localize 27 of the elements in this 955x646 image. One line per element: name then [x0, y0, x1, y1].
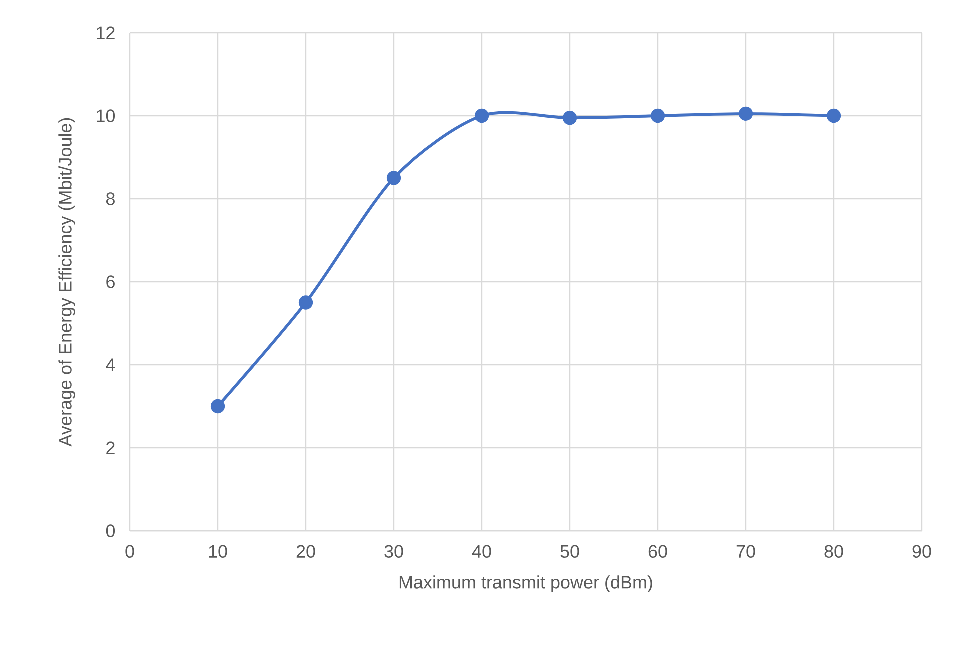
y-tick-label: 6 — [106, 276, 115, 288]
point — [474, 108, 490, 124]
x-tick-label: 10 — [209, 545, 228, 558]
x-tick-label: 50 — [560, 545, 580, 558]
point — [650, 108, 666, 124]
y-axis-title: Average of Energy Efficiency (Mbit/Joule) — [58, 118, 76, 447]
point — [298, 296, 314, 310]
x-tick-label: 70 — [736, 545, 756, 558]
y-tick-label: 10 — [97, 110, 116, 122]
x-tick-label: 60 — [648, 545, 668, 558]
x-tick-label: 30 — [384, 545, 404, 558]
point — [386, 171, 402, 186]
x-axis-title: Maximum transmit power (dBm) — [400, 576, 652, 592]
y-tick-label: 4 — [106, 358, 116, 372]
x-tick-label: 20 — [296, 545, 316, 558]
point — [210, 399, 226, 414]
y-tick-label: 2 — [106, 442, 115, 454]
point — [738, 106, 754, 121]
point — [562, 111, 578, 126]
x-tick-label: 0 — [126, 545, 134, 558]
x-tick-label: 90 — [912, 545, 932, 558]
x-tick-label: 40 — [472, 545, 492, 558]
y-tick-label: 12 — [97, 26, 115, 40]
y-tick-label: 8 — [106, 192, 115, 206]
point — [826, 108, 842, 124]
y-tick-label: 0 — [106, 524, 116, 538]
x-tick-label: 80 — [824, 545, 844, 558]
